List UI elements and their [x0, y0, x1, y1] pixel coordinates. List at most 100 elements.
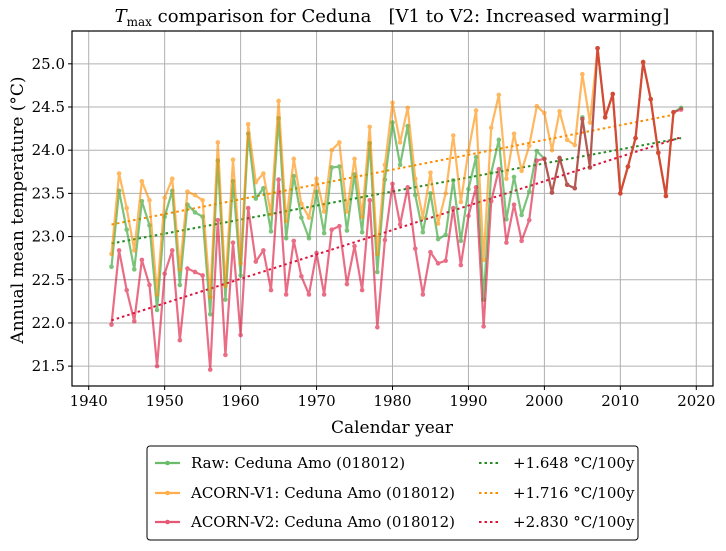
data-point	[230, 240, 236, 245]
data-point	[473, 154, 479, 160]
data-point	[154, 292, 160, 297]
data-point	[268, 229, 274, 234]
data-point	[466, 186, 471, 192]
y-tick-label: 23.5	[32, 184, 65, 202]
data-point	[390, 120, 395, 125]
legend-label-trend-1: +1.716 °C/100y	[513, 484, 635, 502]
data-point	[526, 143, 532, 149]
data-point	[640, 59, 646, 65]
data-point	[443, 232, 448, 238]
data-point	[488, 170, 494, 175]
data-point	[268, 211, 274, 217]
x-tick-label: 1960	[222, 392, 260, 410]
data-point	[245, 121, 251, 127]
trend-line-1	[111, 113, 674, 226]
data-point	[496, 137, 502, 143]
data-point	[534, 158, 540, 163]
data-point	[671, 109, 676, 115]
data-point	[261, 248, 266, 253]
x-tick-label: 2020	[677, 392, 715, 410]
data-point	[283, 292, 289, 297]
y-tick-label: 21.5	[32, 357, 65, 375]
data-point	[299, 215, 304, 220]
data-point	[519, 238, 524, 244]
data-point	[337, 140, 342, 145]
data-point	[397, 162, 403, 168]
data-point	[549, 147, 555, 153]
trend-lines	[111, 113, 682, 322]
x-axis-ticks: 1940 1950 1960 1970 1980 1990 2000 2010 2020	[70, 386, 715, 410]
data-point	[154, 307, 160, 313]
data-point	[511, 174, 517, 180]
data-point	[488, 198, 494, 204]
data-point	[268, 287, 274, 293]
data-point	[207, 294, 213, 300]
data-point	[192, 210, 198, 215]
data-point	[420, 215, 426, 220]
data-point	[139, 178, 145, 184]
data-point	[435, 261, 441, 266]
data-point	[177, 282, 183, 288]
data-point	[564, 182, 570, 188]
series-line	[110, 47, 682, 371]
data-point	[337, 223, 342, 229]
data-point	[678, 107, 684, 112]
series-2	[109, 45, 684, 372]
data-point	[109, 264, 114, 270]
data-point	[526, 189, 532, 194]
data-point	[625, 164, 631, 169]
data-point	[200, 197, 205, 203]
data-point	[504, 176, 509, 182]
data-series	[109, 45, 684, 372]
data-point	[261, 185, 266, 191]
data-point	[223, 283, 228, 289]
data-point	[116, 171, 122, 176]
y-tick-label: 22.0	[32, 314, 65, 332]
data-point	[109, 322, 114, 327]
y-tick-label: 22.5	[32, 271, 65, 289]
legend-swatch-series-2	[155, 519, 180, 525]
legend-swatch-series-0	[155, 460, 180, 466]
data-point	[564, 137, 570, 143]
legend-label-trend-2: +2.830 °C/100y	[513, 513, 635, 531]
data-point	[428, 191, 433, 196]
data-point	[276, 177, 281, 182]
data-point	[124, 205, 129, 211]
data-point	[405, 105, 410, 111]
data-point	[466, 213, 471, 219]
x-tick-label: 2010	[601, 392, 639, 410]
data-point	[359, 229, 365, 235]
data-point	[321, 209, 327, 214]
data-point	[276, 98, 281, 104]
data-point	[139, 257, 145, 263]
data-point	[306, 235, 312, 241]
data-point	[458, 262, 464, 268]
data-point	[352, 156, 357, 162]
data-point	[481, 257, 486, 263]
data-point	[534, 103, 540, 109]
data-point	[253, 259, 259, 264]
data-point	[223, 352, 228, 358]
data-point	[549, 190, 555, 195]
data-point	[291, 156, 297, 162]
data-point	[534, 148, 540, 154]
data-point	[337, 164, 342, 169]
data-point	[420, 292, 426, 297]
data-point	[458, 238, 464, 244]
data-point	[412, 176, 418, 182]
data-point	[420, 229, 426, 235]
data-point	[359, 287, 365, 293]
data-point	[124, 287, 129, 293]
x-tick-label: 1970	[297, 392, 335, 410]
data-point	[458, 199, 464, 205]
data-point	[344, 281, 350, 287]
data-point	[329, 147, 335, 153]
data-point	[207, 312, 213, 317]
data-point	[610, 91, 616, 97]
y-tick-label: 25.0	[32, 55, 65, 73]
data-point	[185, 266, 190, 271]
legend-marker	[165, 460, 170, 466]
data-point	[488, 125, 494, 131]
data-point	[397, 222, 403, 227]
